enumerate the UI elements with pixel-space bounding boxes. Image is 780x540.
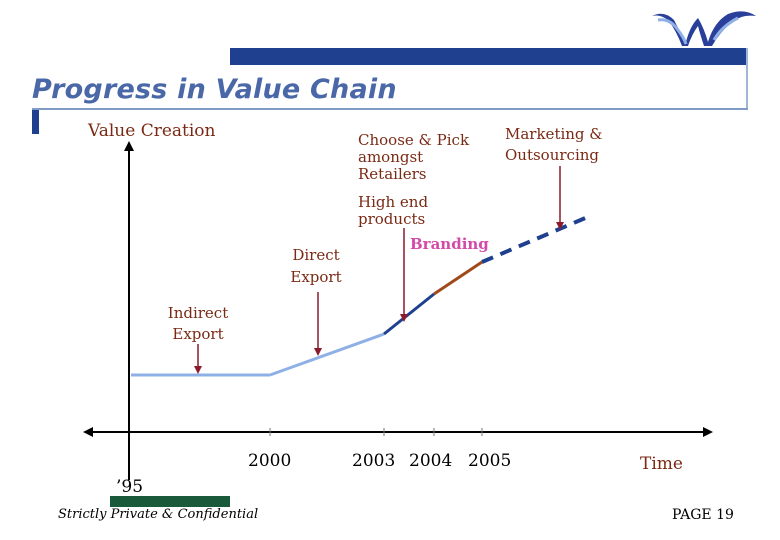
stage-choose-pick-line3: Retailers <box>358 165 426 183</box>
stage-choose-pick-line2: amongst <box>358 148 423 166</box>
stage-direct-export-line2: Export <box>290 268 341 286</box>
header-brand-bar <box>230 48 748 65</box>
segment-navy <box>383 292 435 336</box>
segment-rise <box>269 332 385 377</box>
tick-label-2003: 2003 <box>352 451 395 471</box>
wave-logo-icon <box>652 11 756 46</box>
confidentiality-note: Strictly Private & Confidential <box>58 507 259 522</box>
x-axis-label: Time <box>640 454 683 474</box>
segment-brown <box>433 260 483 296</box>
stage-direct-export-line1: Direct <box>292 246 339 264</box>
page-number: PAGE 19 <box>672 507 734 523</box>
stage-high-end-line1: High end <box>358 193 428 211</box>
stage-indirect-export-line1: Indirect <box>168 304 228 322</box>
footer-accent-bar <box>110 496 230 507</box>
y-axis-label: Value Creation <box>87 121 216 141</box>
tick-label-2005: 2005 <box>468 451 511 471</box>
stage-marketing-line1: Marketing & <box>505 125 603 143</box>
slide-title: Progress in Value Chain <box>32 74 397 105</box>
stage-choose-pick-line1: Choose & Pick <box>358 131 470 149</box>
title-frame-right <box>746 48 748 110</box>
segment-dashed <box>481 214 591 264</box>
stage-indirect-export-line2: Export <box>172 325 223 343</box>
stage-branding: Branding <box>410 235 489 253</box>
title-underline <box>32 108 748 110</box>
tick-label-95: ’95 <box>116 477 143 497</box>
tick-label-2000: 2000 <box>248 451 291 471</box>
stage-high-end-line2: products <box>358 210 425 228</box>
stage-marketing-line2: Outsourcing <box>505 146 599 164</box>
title-left-accent <box>32 110 39 134</box>
tick-label-2004: 2004 <box>409 451 452 471</box>
